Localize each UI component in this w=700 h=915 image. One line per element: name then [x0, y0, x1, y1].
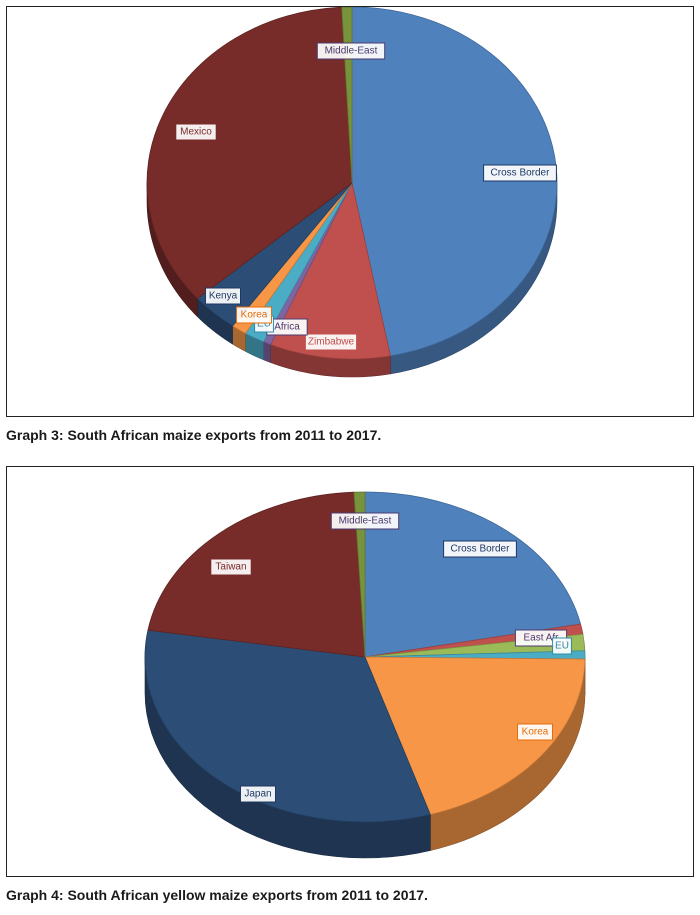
pie-sides [146, 182, 558, 378]
label-middle-east: Middle-East [316, 42, 386, 60]
graph4-chart-frame: Cross Border East Afr EU Korea Japan Taiwan Mi… [6, 466, 694, 877]
label-box-cross-border [443, 540, 517, 558]
slice-side-africa [263, 341, 271, 363]
label-text-eu: EU [555, 641, 569, 652]
graph3-caption: Graph 3: South African maize exports fro… [6, 427, 382, 443]
label-text-korea: Korea [522, 727, 549, 738]
slice-korea [364, 656, 586, 816]
label-box-mexico [175, 123, 217, 141]
label-japan: Japan [240, 785, 276, 803]
label-korea: Korea [236, 306, 272, 324]
label-box-middle-east [330, 512, 400, 530]
label-text-zimbabwe: Zimbabwe [308, 337, 355, 348]
slice-zimbabwe [270, 181, 391, 360]
slice-mexico [146, 7, 353, 300]
slice-taiwan [147, 491, 366, 658]
label-middle-east: Middle-East [330, 512, 400, 530]
label-text-mexico: Mexico [180, 127, 212, 138]
label-kenya: Kenya [205, 287, 241, 305]
slice-middle-east [353, 491, 366, 658]
graph3-chart-frame: Cross Border Zimbabwe Africa EU Korea Kenya Me… [6, 6, 694, 417]
label-text-cross-border: Cross Border [451, 544, 511, 555]
label-cross-border: Cross Border [483, 164, 557, 182]
graph4-caption: Graph 4: South African yellow maize expo… [6, 887, 428, 903]
label-box-kenya [205, 287, 241, 305]
label-text-middle-east: Middle-East [325, 46, 378, 57]
label-text-taiwan: Taiwan [215, 562, 246, 573]
label-text-korea: Korea [241, 310, 268, 321]
label-box-japan [240, 785, 276, 803]
label-text-africa: Africa [274, 322, 300, 333]
slice-japan [144, 629, 431, 823]
label-cross-border: Cross Border [443, 540, 517, 558]
label-text-eu: EU [257, 319, 271, 330]
pie-slices [146, 7, 558, 360]
pie-slices [144, 491, 586, 823]
label-box-zimbabwe [304, 333, 358, 351]
label-box-middle-east [316, 42, 386, 60]
label-taiwan: Taiwan [210, 558, 252, 576]
label-box-eu [552, 637, 572, 655]
label-text-east-africa: East Afr [523, 633, 559, 644]
slice-cross-border [364, 491, 582, 658]
label-text-middle-east: Middle-East [339, 516, 392, 527]
label-eu: EU [552, 637, 572, 655]
label-text-cross-border: Cross Border [491, 168, 551, 179]
label-box-cross-border [483, 164, 557, 182]
label-mexico: Mexico [175, 123, 217, 141]
label-text-kenya: Kenya [209, 291, 238, 302]
label-box-taiwan [210, 558, 252, 576]
label-korea: Korea [517, 723, 553, 741]
label-zimbabwe: Zimbabwe [304, 333, 358, 351]
label-box-korea [236, 306, 272, 324]
label-box-korea [517, 723, 553, 741]
label-text-japan: Japan [244, 789, 271, 800]
